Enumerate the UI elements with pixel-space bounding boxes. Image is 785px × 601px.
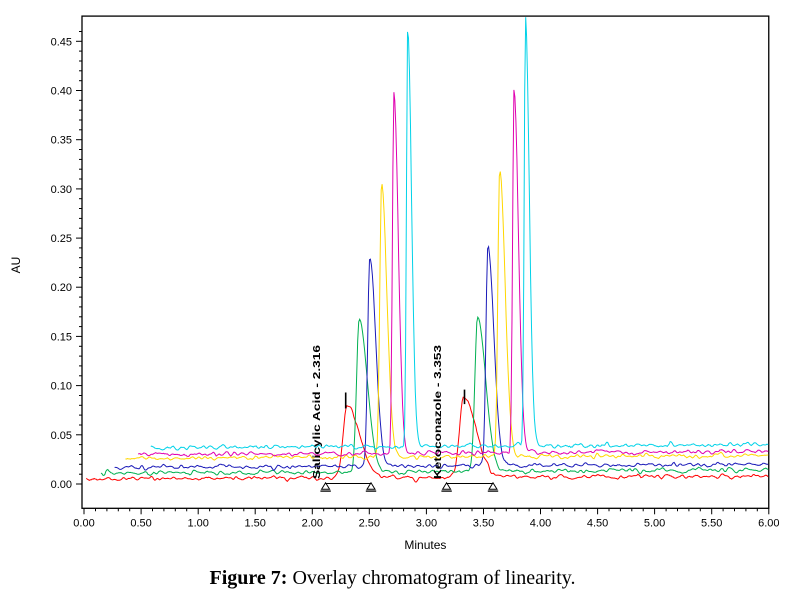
svg-text:0.25: 0.25 — [51, 233, 72, 245]
svg-text:0.40: 0.40 — [51, 86, 72, 98]
svg-text:6.00: 6.00 — [758, 517, 779, 529]
svg-text:AU: AU — [9, 257, 23, 274]
svg-text:2.50: 2.50 — [359, 517, 380, 529]
svg-text:5.00: 5.00 — [644, 517, 665, 529]
svg-text:0.50: 0.50 — [130, 517, 151, 529]
svg-text:1.00: 1.00 — [187, 517, 208, 529]
svg-text:Minutes: Minutes — [404, 538, 446, 552]
svg-text:Salicylic Acid - 2.316: Salicylic Acid - 2.316 — [311, 345, 323, 479]
svg-text:3.00: 3.00 — [416, 517, 437, 529]
svg-text:0.00: 0.00 — [73, 517, 94, 529]
svg-text:0.00: 0.00 — [51, 479, 72, 491]
svg-text:0.05: 0.05 — [51, 430, 72, 442]
svg-text:0.30: 0.30 — [51, 184, 72, 196]
svg-text:4.50: 4.50 — [587, 517, 608, 529]
svg-text:Ketoconazole - 3.353: Ketoconazole - 3.353 — [432, 345, 444, 479]
svg-text:0.10: 0.10 — [51, 381, 72, 393]
svg-text:0.20: 0.20 — [51, 282, 72, 294]
svg-text:5.50: 5.50 — [701, 517, 722, 529]
svg-text:0.45: 0.45 — [51, 36, 72, 48]
svg-text:0.35: 0.35 — [51, 135, 72, 147]
svg-text:1.50: 1.50 — [244, 517, 265, 529]
svg-text:4.00: 4.00 — [530, 517, 551, 529]
svg-text:0.15: 0.15 — [51, 331, 72, 343]
svg-text:2.00: 2.00 — [302, 517, 323, 529]
svg-text:3.50: 3.50 — [473, 517, 494, 529]
